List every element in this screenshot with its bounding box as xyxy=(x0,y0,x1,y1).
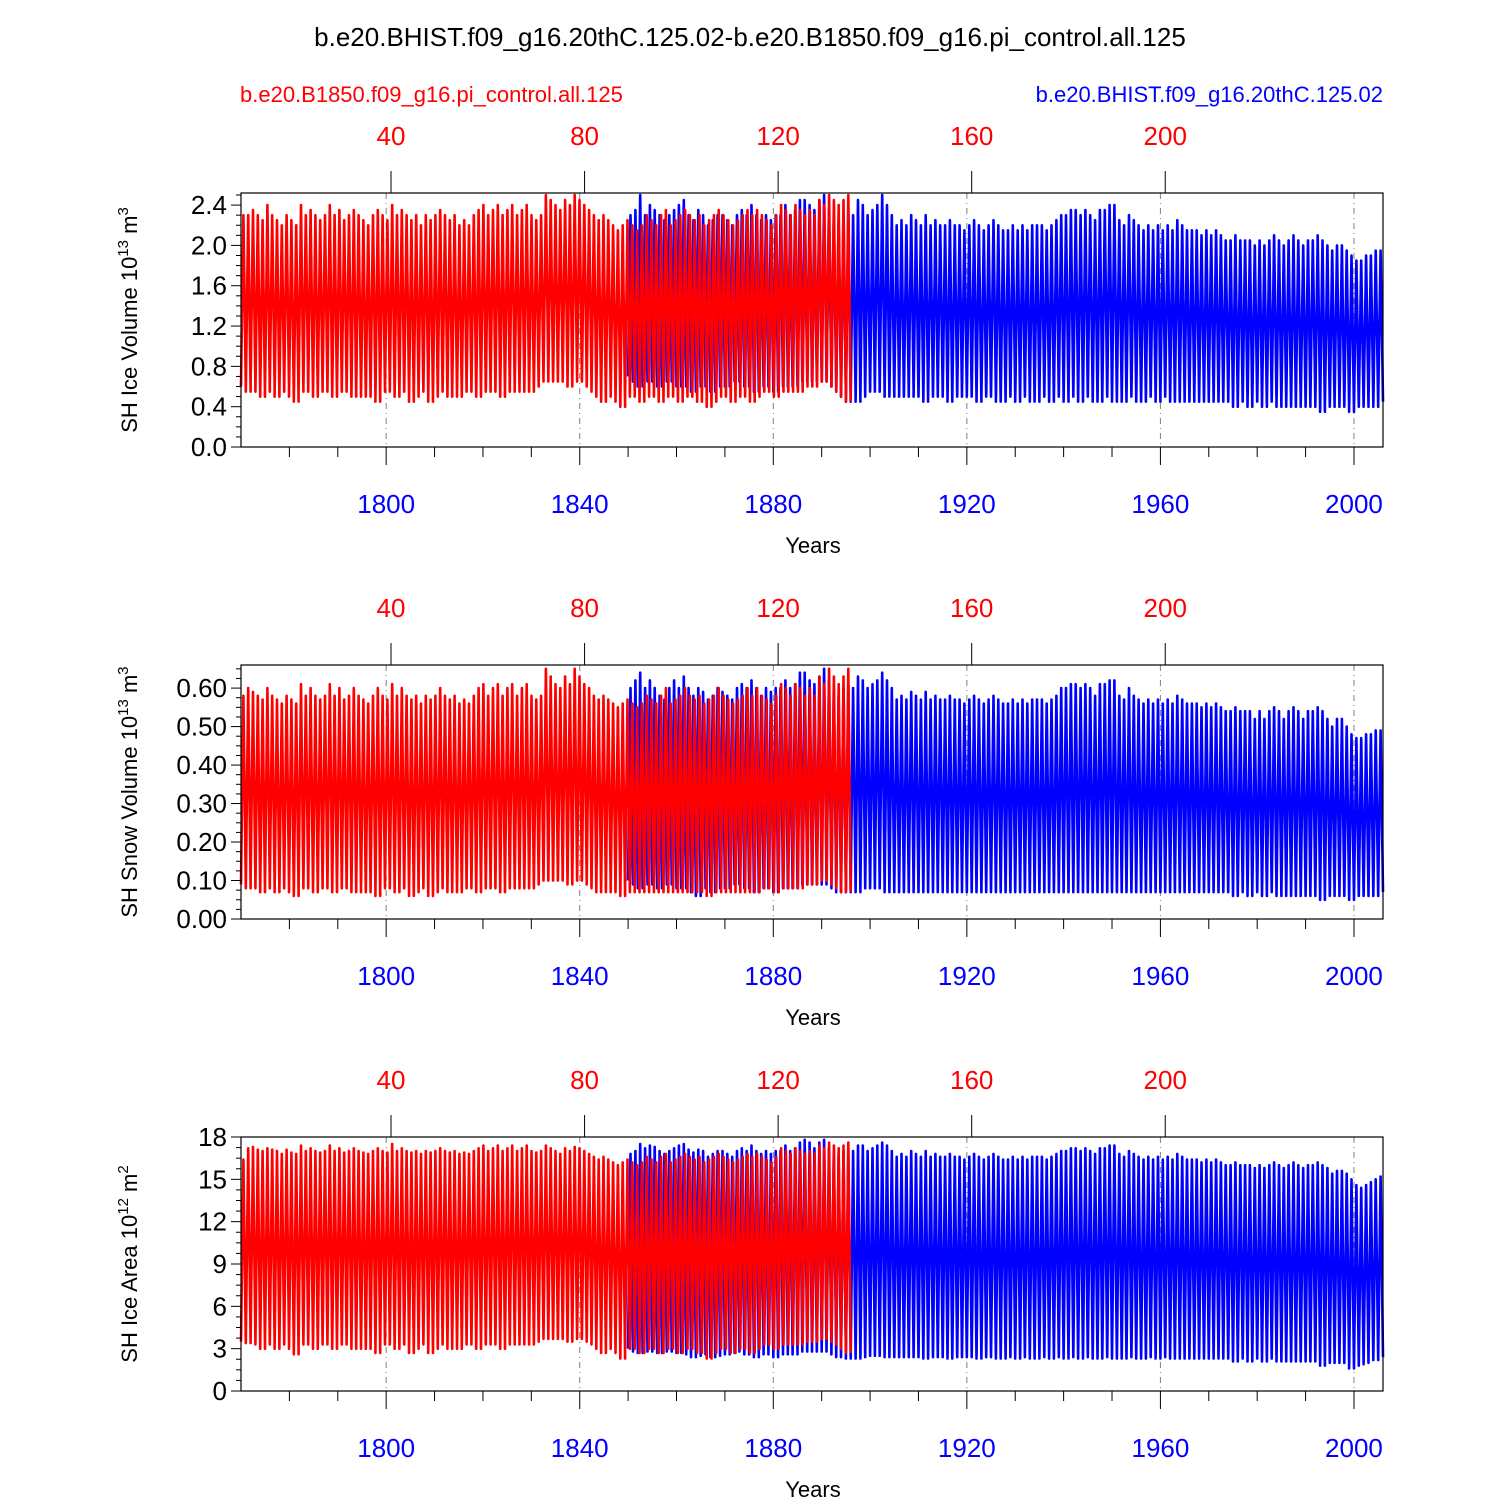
x-tick-label: 1880 xyxy=(744,1433,802,1463)
y-axis-title-part: 2 xyxy=(115,1165,132,1173)
top-tick-label: 40 xyxy=(377,593,406,623)
x-tick-label: 1800 xyxy=(357,489,415,519)
y-axis-title: SH Ice Area 1012 m2 xyxy=(115,1165,142,1362)
y-axis-title-part: m xyxy=(117,1174,142,1198)
top-tick-label: 40 xyxy=(377,1065,406,1095)
series-line-control xyxy=(239,667,852,898)
y-axis-title-part: 13 xyxy=(115,240,132,257)
y-axis-title-part: 12 xyxy=(115,1198,132,1215)
legend-control: b.e20.B1850.f09_g16.pi_control.all.125 xyxy=(240,82,623,107)
series-line-control xyxy=(239,193,852,408)
y-axis-title-part: 3 xyxy=(115,666,132,674)
x-tick-label: 1920 xyxy=(938,961,996,991)
y-tick-label: 6 xyxy=(213,1291,227,1321)
y-tick-label: 15 xyxy=(198,1164,227,1194)
x-tick-label: 1880 xyxy=(744,489,802,519)
x-tick-label: 1840 xyxy=(551,961,609,991)
x-axis-title: Years xyxy=(785,1005,840,1030)
y-axis-title-part: SH Ice Volume 10 xyxy=(117,257,142,433)
y-tick-label: 0.30 xyxy=(176,789,227,819)
x-tick-label: 1880 xyxy=(744,961,802,991)
x-tick-label: 1960 xyxy=(1131,1433,1189,1463)
x-tick-label: 1800 xyxy=(357,961,415,991)
y-tick-label: 1.6 xyxy=(191,271,227,301)
plot-frame xyxy=(240,192,1384,448)
y-tick-label: 0.50 xyxy=(176,712,227,742)
y-axis-title: SH Ice Volume 1013 m3 xyxy=(115,207,142,433)
x-tick-label: 1920 xyxy=(938,1433,996,1463)
chart-panel-1: 1800 1840 1880 1920 1960 2000 40 80 120 160 200 0.0… xyxy=(115,121,1385,558)
x-tick-label: 1960 xyxy=(1131,489,1189,519)
x-axis-title: Years xyxy=(785,1477,840,1500)
y-tick-label: 0.8 xyxy=(191,351,227,381)
y-tick-label: 0.10 xyxy=(176,866,227,896)
y-axis-title: SH Snow Volume 1013 m3 xyxy=(115,666,142,917)
y-tick-label: 12 xyxy=(198,1207,227,1237)
y-tick-label: 0 xyxy=(213,1376,227,1406)
x-axis-title: Years xyxy=(785,533,840,558)
plot-frame xyxy=(240,664,1384,920)
y-tick-label: 3 xyxy=(213,1334,227,1364)
y-tick-label: 0.4 xyxy=(191,392,227,422)
y-tick-label: 1.2 xyxy=(191,311,227,341)
y-tick-label: 2.4 xyxy=(191,190,227,220)
y-axis-title-part: 3 xyxy=(115,207,132,215)
top-tick-label: 200 xyxy=(1144,593,1187,623)
y-tick-label: 0.0 xyxy=(191,432,227,462)
x-tick-label: 1960 xyxy=(1131,961,1189,991)
y-tick-label: 0.60 xyxy=(176,673,227,703)
y-axis-title-part: 13 xyxy=(115,699,132,716)
y-tick-label: 18 xyxy=(198,1122,227,1152)
top-tick-label: 120 xyxy=(756,121,799,151)
y-axis-title-part: m xyxy=(117,216,142,240)
y-axis-title-part: m xyxy=(117,675,142,699)
top-tick-label: 120 xyxy=(756,1065,799,1095)
top-tick-label: 120 xyxy=(756,593,799,623)
y-tick-label: 0.20 xyxy=(176,827,227,857)
legend-historical: b.e20.BHIST.f09_g16.20thC.125.02 xyxy=(1036,82,1383,107)
x-tick-label: 1840 xyxy=(551,1433,609,1463)
top-tick-label: 160 xyxy=(950,121,993,151)
series-line-control xyxy=(239,1141,852,1360)
y-tick-label: 0.00 xyxy=(176,904,227,934)
y-axis-title-part: SH Ice Area 10 xyxy=(117,1215,142,1363)
top-tick-label: 80 xyxy=(570,593,599,623)
top-tick-label: 200 xyxy=(1144,121,1187,151)
top-tick-label: 80 xyxy=(570,121,599,151)
y-tick-label: 0.40 xyxy=(176,750,227,780)
x-tick-label: 2000 xyxy=(1325,489,1383,519)
y-tick-label: 9 xyxy=(213,1249,227,1279)
top-tick-label: 160 xyxy=(950,593,993,623)
x-tick-label: 1800 xyxy=(357,1433,415,1463)
top-tick-label: 160 xyxy=(950,1065,993,1095)
top-tick-label: 200 xyxy=(1144,1065,1187,1095)
figure-title: b.e20.BHIST.f09_g16.20thC.125.02-b.e20.B… xyxy=(314,22,1186,52)
x-tick-label: 2000 xyxy=(1325,1433,1383,1463)
x-tick-label: 1840 xyxy=(551,489,609,519)
top-tick-label: 80 xyxy=(570,1065,599,1095)
y-axis-title-part: SH Snow Volume 10 xyxy=(117,716,142,918)
top-tick-label: 40 xyxy=(377,121,406,151)
chart-panel-2: 1800 1840 1880 1920 1960 2000 40 80 120 160 200 0.0… xyxy=(115,593,1385,1030)
series-line-historical xyxy=(626,1138,1385,1370)
y-tick-label: 2.0 xyxy=(191,230,227,260)
x-tick-label: 1920 xyxy=(938,489,996,519)
x-tick-label: 2000 xyxy=(1325,961,1383,991)
